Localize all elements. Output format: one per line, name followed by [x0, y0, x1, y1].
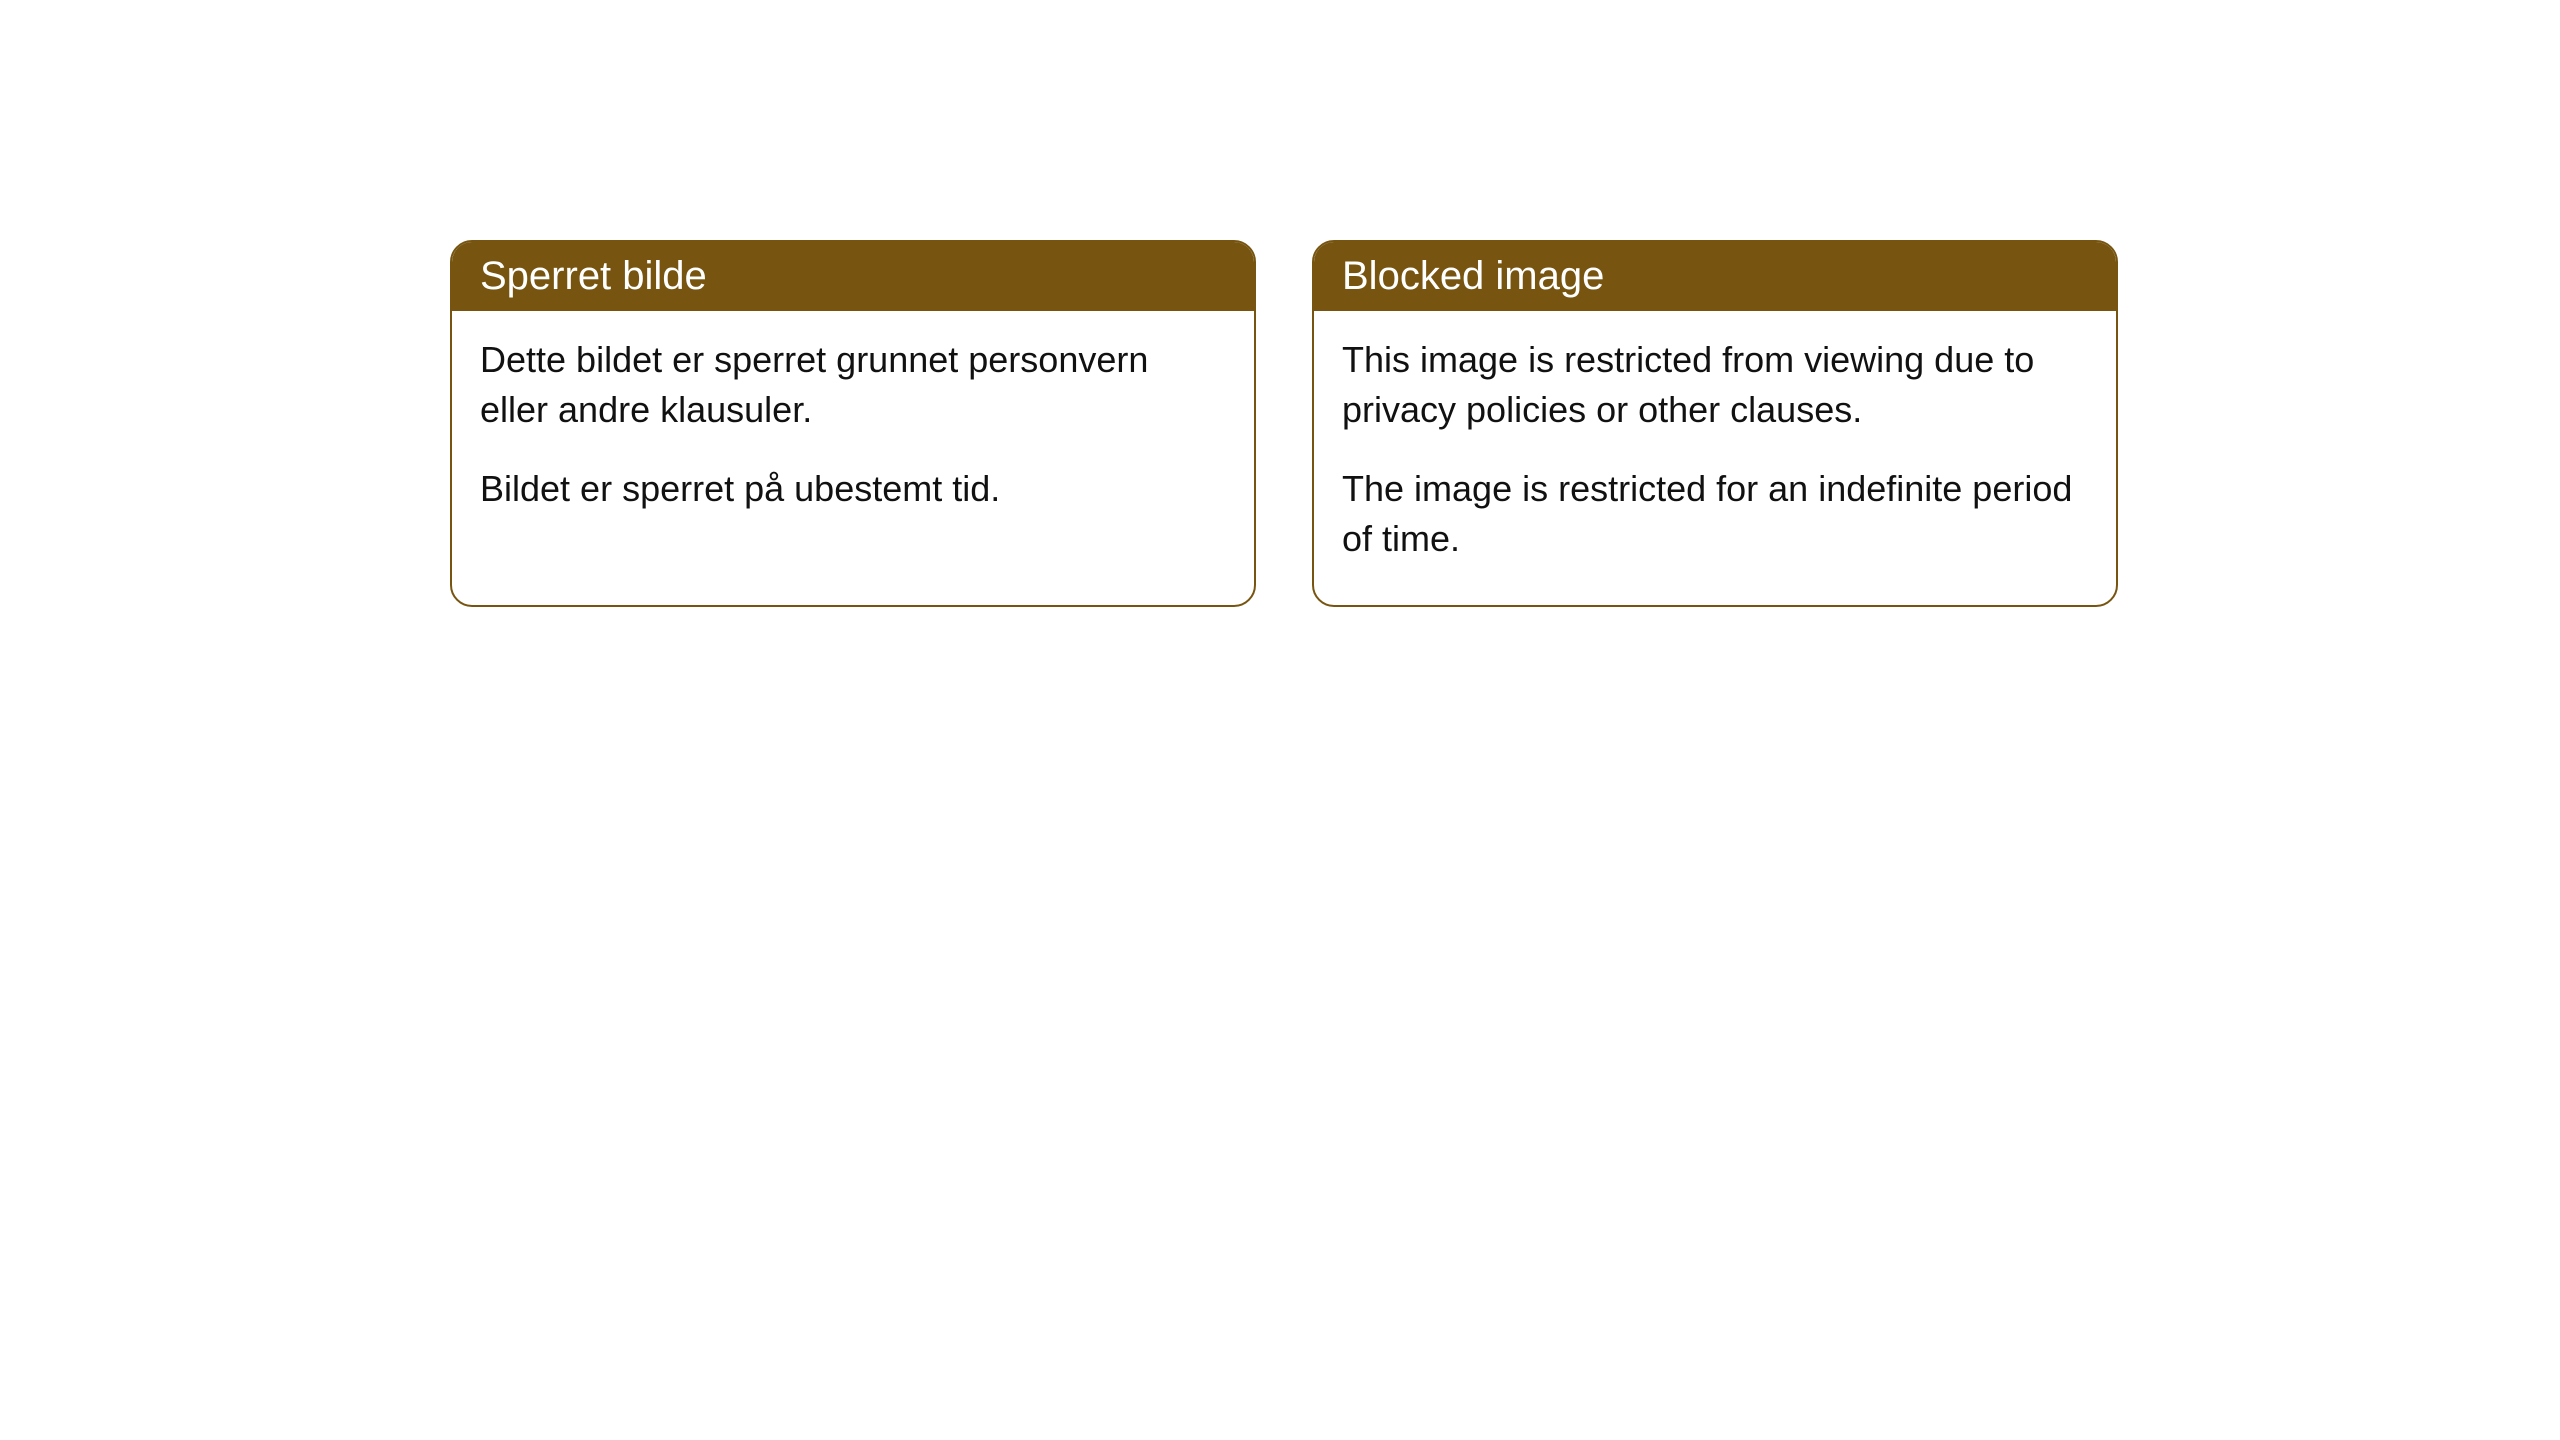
card-paragraph: The image is restricted for an indefinit…	[1342, 464, 2088, 565]
card-paragraph: Bildet er sperret på ubestemt tid.	[480, 464, 1226, 514]
blocked-image-card-english: Blocked image This image is restricted f…	[1312, 240, 2118, 607]
card-title: Blocked image	[1342, 254, 1604, 298]
card-body: Dette bildet er sperret grunnet personve…	[452, 311, 1254, 554]
blocked-image-card-norwegian: Sperret bilde Dette bildet er sperret gr…	[450, 240, 1256, 607]
card-paragraph: Dette bildet er sperret grunnet personve…	[480, 335, 1226, 436]
card-header: Blocked image	[1314, 242, 2116, 311]
card-paragraph: This image is restricted from viewing du…	[1342, 335, 2088, 436]
card-title: Sperret bilde	[480, 254, 707, 298]
card-header: Sperret bilde	[452, 242, 1254, 311]
notice-cards-container: Sperret bilde Dette bildet er sperret gr…	[450, 240, 2118, 607]
card-body: This image is restricted from viewing du…	[1314, 311, 2116, 605]
